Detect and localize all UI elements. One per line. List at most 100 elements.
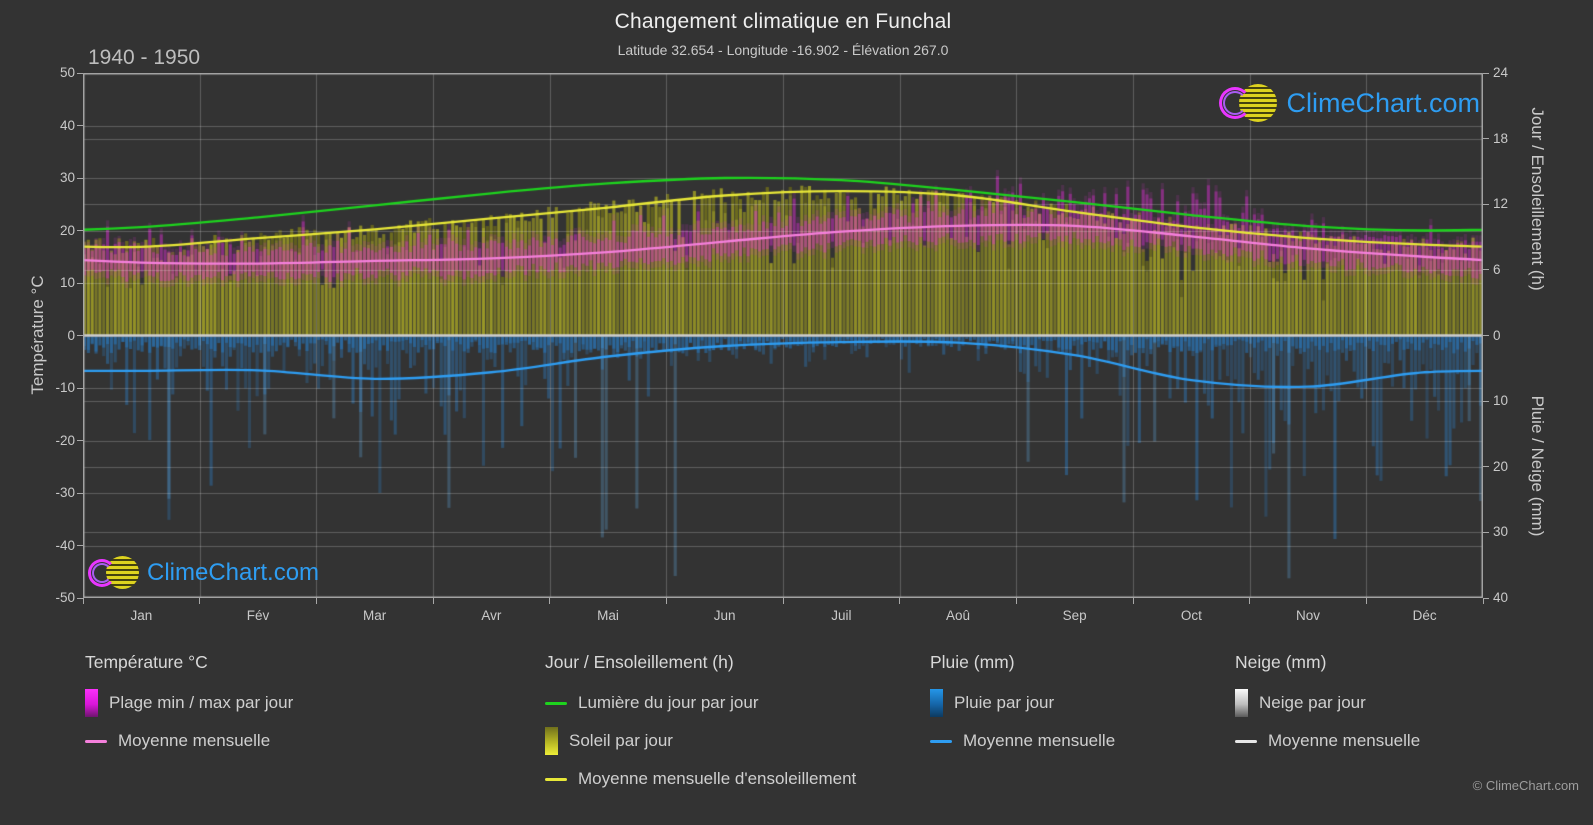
month-label: Juil bbox=[831, 608, 852, 623]
month-tick-mark bbox=[899, 598, 901, 604]
temp-tick-label: 30 bbox=[59, 170, 75, 185]
rain-tick-label: 10 bbox=[1493, 393, 1509, 409]
legend-item: Pluie par jour bbox=[930, 688, 1115, 718]
temp-tick-mark bbox=[77, 230, 83, 231]
legend-swatch-gradient-yellow-icon bbox=[545, 727, 558, 755]
month-tick-mark bbox=[432, 598, 434, 604]
legend-item-label: Plage min / max par jour bbox=[109, 693, 294, 712]
legend-item-label: Moyenne mensuelle bbox=[1268, 731, 1421, 750]
rain-tick-mark bbox=[1483, 400, 1489, 402]
legend-swatch-gradient-magenta-icon bbox=[85, 689, 98, 717]
rain-tick-label: 30 bbox=[1493, 524, 1509, 540]
month-tick-mark bbox=[1249, 598, 1251, 604]
logo-wordmark: ClimeChart.com bbox=[147, 558, 320, 586]
temp-tick-label: -30 bbox=[55, 485, 75, 500]
legend-item: Moyenne mensuelle bbox=[930, 726, 1115, 756]
legend-column-3: Pluie (mm) Pluie par jour Moyenne mensuell… bbox=[930, 650, 1115, 756]
legend-item-label: Lumière du jour par jour bbox=[578, 693, 759, 712]
legend-swatch-line-blue-icon bbox=[930, 739, 952, 743]
month-label: Déc bbox=[1412, 608, 1437, 623]
temp-tick-mark bbox=[77, 177, 83, 179]
temp-tick-label: 10 bbox=[59, 275, 75, 290]
month-tick-mark bbox=[315, 598, 317, 604]
legend-item: Moyenne mensuelle bbox=[1235, 726, 1420, 756]
rain-tick-label: 40 bbox=[1493, 590, 1509, 605]
temp-tick-label: -10 bbox=[55, 380, 75, 395]
copyright-note: © ClimeChart.com bbox=[1472, 778, 1579, 793]
legend-item-label: Pluie par jour bbox=[954, 693, 1055, 712]
temp-tick-label: 50 bbox=[59, 65, 75, 80]
temp-tick-mark bbox=[77, 492, 83, 494]
legend-swatch-line-pink-icon bbox=[85, 739, 107, 743]
sun-tick-label: 12 bbox=[1493, 196, 1509, 212]
logo-c-ring-icon bbox=[1219, 87, 1252, 119]
month-label: Nov bbox=[1295, 608, 1320, 623]
temp-tick-label: 0 bbox=[67, 327, 75, 343]
month-label: Jun bbox=[713, 608, 736, 623]
temp-tick-label: -20 bbox=[55, 432, 75, 448]
month-label: Aoû bbox=[945, 608, 971, 623]
climate-chart-canvas bbox=[83, 73, 1483, 598]
month-label: Fév bbox=[246, 608, 270, 623]
sun-tick-label: 18 bbox=[1493, 130, 1509, 146]
page-subtitle: Latitude 32.654 - Longitude -16.902 - Él… bbox=[617, 42, 949, 58]
legend-item-label: Soleil par jour bbox=[569, 731, 673, 750]
logo-wordmark: ClimeChart.com bbox=[1286, 87, 1480, 118]
temp-tick-mark bbox=[77, 125, 83, 126]
sun-tick-label: 24 bbox=[1493, 65, 1509, 80]
temp-tick-mark bbox=[77, 545, 83, 546]
legend-column-4: Neige (mm) Neige par jour Moyenne mensuell… bbox=[1235, 650, 1420, 756]
temp-tick-mark bbox=[77, 72, 83, 74]
temp-tick-mark bbox=[77, 440, 83, 441]
month-tick-mark bbox=[1132, 598, 1134, 604]
sun-tick-mark bbox=[1483, 269, 1489, 271]
legend-item: Moyenne mensuelle d'ensoleillement bbox=[545, 764, 856, 794]
month-tick-mark bbox=[82, 598, 84, 604]
sun-tick-label: 6 bbox=[1493, 261, 1501, 277]
legend-item: Neige par jour bbox=[1235, 688, 1420, 718]
temp-tick-mark bbox=[77, 597, 83, 599]
temp-tick-mark bbox=[77, 335, 83, 336]
month-label: Sep bbox=[1062, 608, 1087, 623]
temp-tick-label: 20 bbox=[59, 222, 75, 238]
climechart-logo-top[interactable]: ClimeChart.com bbox=[1219, 84, 1480, 122]
sun-tick-mark bbox=[1483, 72, 1489, 74]
legend-item: Lumière du jour par jour bbox=[545, 688, 856, 718]
climechart-logo-bottom[interactable]: ClimeChart.com bbox=[88, 556, 319, 589]
legend-item-label: Moyenne mensuelle d'ensoleillement bbox=[578, 769, 857, 788]
temp-tick-label: -50 bbox=[55, 590, 75, 605]
legend-item: Moyenne mensuelle bbox=[85, 726, 293, 756]
rain-tick-mark bbox=[1483, 466, 1489, 468]
period-label: 1940 - 1950 bbox=[88, 46, 201, 69]
temp-tick-mark bbox=[77, 387, 83, 389]
month-tick-mark bbox=[549, 598, 551, 604]
month-tick-mark bbox=[665, 598, 667, 604]
sun-tick-mark bbox=[1483, 335, 1489, 336]
month-tick-mark bbox=[1482, 598, 1484, 604]
month-label: Avr bbox=[481, 608, 502, 623]
temp-tick-label: 40 bbox=[59, 117, 75, 133]
legend-item: Plage min / max par jour bbox=[85, 688, 293, 718]
temp-tick-mark bbox=[77, 282, 83, 284]
month-tick-mark bbox=[782, 598, 784, 604]
month-tick-mark bbox=[1015, 598, 1017, 604]
legend-column-title: Pluie (mm) bbox=[930, 652, 1015, 672]
page-title: Changement climatique en Funchal bbox=[614, 10, 952, 33]
legend-swatch-line-white-icon bbox=[1235, 739, 1257, 743]
month-tick-mark bbox=[199, 598, 201, 604]
sun-tick-label: 0 bbox=[1493, 327, 1501, 343]
month-label: Mai bbox=[597, 608, 619, 623]
legend-column-title: Température °C bbox=[85, 652, 208, 672]
month-label: Jan bbox=[130, 608, 153, 623]
logo-c-ring-icon bbox=[88, 558, 116, 587]
month-tick-mark bbox=[1365, 598, 1367, 604]
legend-swatch-gradient-snow-icon bbox=[1235, 689, 1248, 717]
legend-item-label: Moyenne mensuelle bbox=[118, 731, 271, 750]
month-label: Oct bbox=[1180, 608, 1202, 623]
legend-column-1: Température °C Plage min / max par jour Mo… bbox=[85, 650, 293, 756]
legend-item: Soleil par jour bbox=[545, 726, 856, 756]
legend-item-label: Moyenne mensuelle bbox=[963, 731, 1116, 750]
temp-tick-label: -40 bbox=[55, 537, 75, 553]
sun-tick-mark bbox=[1483, 203, 1489, 205]
